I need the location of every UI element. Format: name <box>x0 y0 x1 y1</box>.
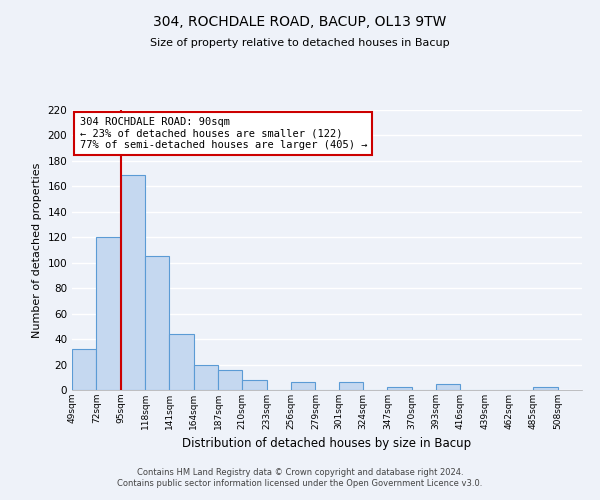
Bar <box>218 370 242 390</box>
Text: 304, ROCHDALE ROAD, BACUP, OL13 9TW: 304, ROCHDALE ROAD, BACUP, OL13 9TW <box>154 15 446 29</box>
Bar <box>291 382 316 390</box>
Bar <box>72 350 97 390</box>
Bar <box>436 384 460 390</box>
Text: Size of property relative to detached houses in Bacup: Size of property relative to detached ho… <box>150 38 450 48</box>
Bar <box>97 238 121 390</box>
Text: 304 ROCHDALE ROAD: 90sqm
← 23% of detached houses are smaller (122)
77% of semi-: 304 ROCHDALE ROAD: 90sqm ← 23% of detach… <box>80 117 367 150</box>
Text: Contains HM Land Registry data © Crown copyright and database right 2024.
Contai: Contains HM Land Registry data © Crown c… <box>118 468 482 487</box>
Y-axis label: Number of detached properties: Number of detached properties <box>32 162 42 338</box>
Bar <box>121 175 145 390</box>
Bar <box>242 380 266 390</box>
X-axis label: Distribution of detached houses by size in Bacup: Distribution of detached houses by size … <box>182 438 472 450</box>
Bar <box>145 256 169 390</box>
Bar <box>338 382 363 390</box>
Bar <box>194 364 218 390</box>
Bar <box>533 388 557 390</box>
Bar <box>169 334 194 390</box>
Bar <box>388 388 412 390</box>
